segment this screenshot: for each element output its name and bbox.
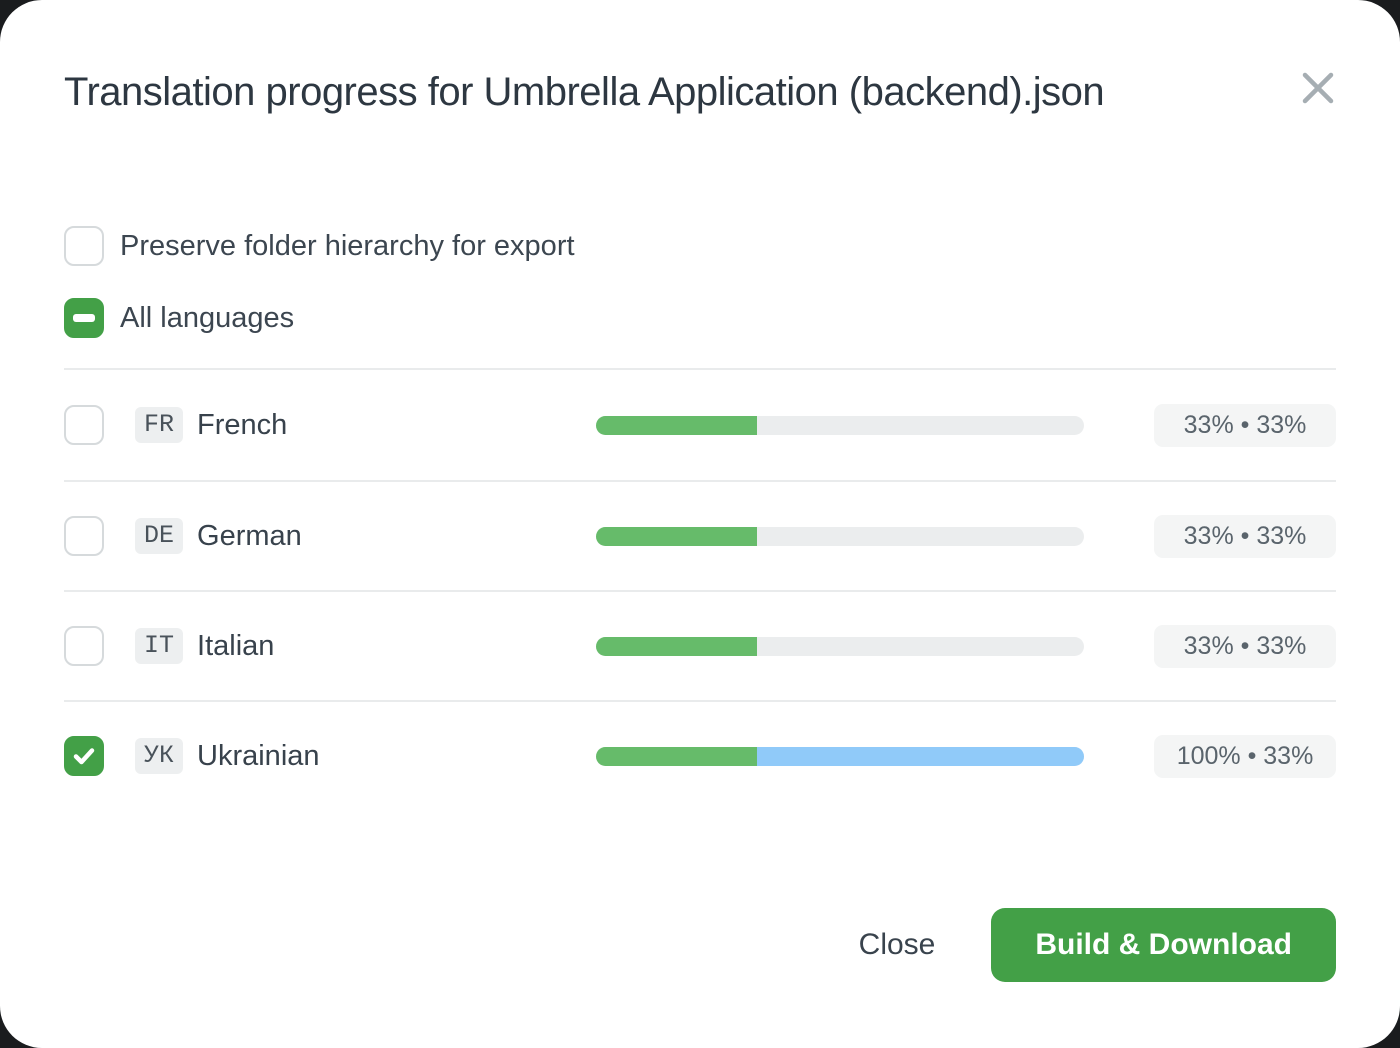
approved-progress-fill	[596, 636, 758, 656]
preserve-hierarchy-option[interactable]: Preserve folder hierarchy for export	[64, 226, 1336, 266]
all-languages-label: All languages	[120, 301, 295, 334]
translation-progress-bar	[596, 526, 1084, 546]
language-code-badge: УК	[135, 738, 184, 774]
language-checkbox[interactable]	[64, 626, 104, 666]
translated-progress-fill	[757, 746, 1084, 766]
preserve-hierarchy-checkbox[interactable]	[64, 226, 104, 266]
indeterminate-dash-icon	[73, 314, 95, 322]
language-info: FR French	[64, 405, 596, 445]
preserve-hierarchy-label: Preserve folder hierarchy for export	[120, 229, 575, 262]
all-languages-option[interactable]: All languages	[64, 298, 1336, 338]
translation-progress-bar	[596, 636, 1084, 656]
progress-stats-badge: 33% • 33%	[1154, 514, 1336, 558]
language-checkbox[interactable]	[64, 516, 104, 556]
language-row-french: FR French 33% • 33%	[64, 370, 1336, 480]
language-code-badge: FR	[135, 407, 184, 443]
close-icon[interactable]	[1292, 62, 1344, 114]
approved-progress-fill	[596, 415, 758, 435]
language-row-ukrainian: УК Ukrainian 100% • 33%	[64, 700, 1336, 810]
language-info: IT Italian	[64, 626, 596, 666]
language-row-italian: IT Italian 33% • 33%	[64, 590, 1336, 700]
progress-stats-badge: 33% • 33%	[1154, 403, 1336, 447]
progress-stats-badge: 33% • 33%	[1154, 624, 1336, 668]
language-name: German	[197, 519, 302, 552]
language-list: FR French 33% • 33% DE German 33% • 33%	[64, 368, 1336, 810]
modal-title: Translation progress for Umbrella Applic…	[64, 70, 1105, 114]
progress-stats-badge: 100% • 33%	[1154, 734, 1336, 778]
language-info: УК Ukrainian	[64, 736, 596, 776]
build-download-button[interactable]: Build & Download	[991, 908, 1336, 982]
language-checkbox[interactable]	[64, 405, 104, 445]
checkmark-icon	[73, 748, 95, 765]
language-name: Ukrainian	[197, 739, 320, 772]
language-code-badge: DE	[135, 518, 184, 554]
language-info: DE German	[64, 516, 596, 556]
modal-footer: Close Build & Download	[839, 908, 1336, 982]
approved-progress-fill	[596, 746, 758, 766]
translation-progress-bar	[596, 415, 1084, 435]
x-icon	[1302, 72, 1334, 104]
approved-progress-fill	[596, 526, 758, 546]
modal-header: Translation progress for Umbrella Applic…	[64, 0, 1336, 118]
close-button[interactable]: Close	[839, 918, 956, 972]
translation-progress-bar	[596, 746, 1084, 766]
language-name: Italian	[197, 629, 275, 662]
all-languages-checkbox[interactable]	[64, 298, 104, 338]
language-row-german: DE German 33% • 33%	[64, 480, 1336, 590]
language-code-badge: IT	[135, 628, 184, 664]
language-checkbox[interactable]	[64, 736, 104, 776]
language-name: French	[197, 408, 288, 441]
